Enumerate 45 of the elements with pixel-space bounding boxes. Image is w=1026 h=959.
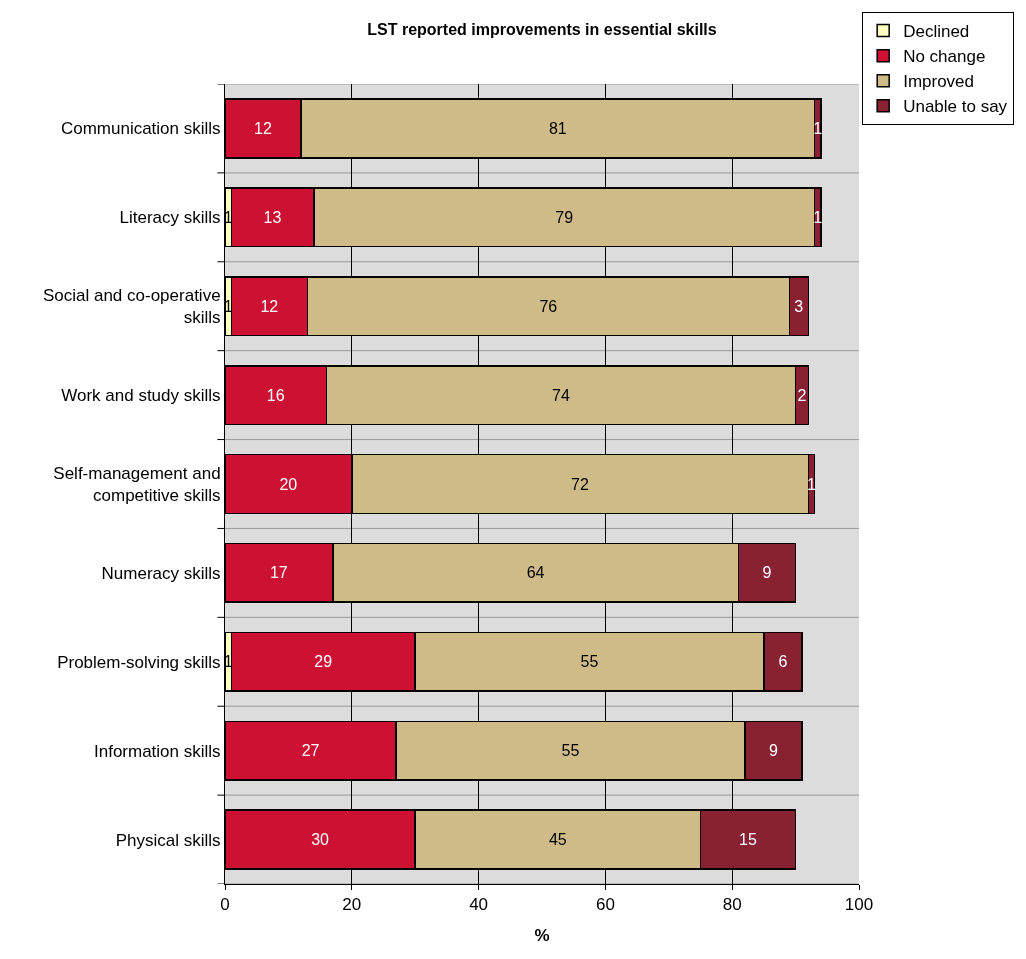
x-tick-label: 80: [722, 895, 742, 915]
data-label: 81: [548, 119, 567, 137]
x-tick-label: 100: [844, 895, 874, 915]
x-tick-label: 0: [220, 895, 230, 915]
data-label: 74: [552, 386, 570, 404]
data-label: 3: [794, 297, 804, 315]
y-tick-label: Work and study skills: [61, 386, 221, 406]
data-label: 16: [266, 386, 285, 404]
data-label: 72: [571, 475, 589, 493]
y-tick-label: Self-management and competitive skills: [53, 463, 221, 505]
y-tick-label: Physical skills: [115, 830, 221, 850]
data-label: 15: [739, 831, 757, 849]
data-label: 9: [768, 742, 778, 760]
data-label: 9: [762, 564, 772, 582]
x-tick-label: 40: [469, 895, 489, 915]
y-tick-label: Information skills: [93, 741, 221, 761]
y-tick-label: Social and co-operative skills: [42, 286, 221, 328]
data-label: 29: [314, 653, 333, 671]
chart-title: LST reported improvements in essential skills: [367, 21, 717, 39]
legend-label: Unable to say: [903, 97, 1008, 117]
data-label: 20: [279, 475, 298, 493]
legend-label: Declined: [903, 22, 970, 42]
x-tick-label: 20: [342, 895, 362, 915]
data-label: 55: [580, 653, 599, 671]
y-tick-label: Numeracy skills: [101, 563, 221, 583]
legend-label: No change: [903, 47, 986, 67]
data-label: 12: [260, 297, 279, 315]
y-tick-label: Problem-solving skills: [57, 652, 221, 672]
x-axis-title: %: [534, 925, 550, 945]
data-label: 55: [561, 742, 580, 760]
data-label: 64: [526, 564, 545, 582]
data-label: 13: [263, 208, 282, 226]
legend-label: Improved: [903, 72, 975, 92]
data-label: 45: [548, 831, 567, 849]
y-tick-label: Literacy skills: [119, 208, 221, 228]
x-tick-label: 60: [595, 895, 615, 915]
data-label: 30: [311, 831, 330, 849]
y-tick-label: Communication skills: [60, 119, 221, 139]
data-label: 79: [555, 208, 574, 226]
data-label: 27: [301, 742, 320, 760]
data-label: 2: [797, 386, 807, 404]
data-label: 12: [254, 119, 272, 137]
data-label: 76: [539, 297, 558, 315]
data-label: 17: [269, 564, 288, 582]
data-label: 6: [778, 653, 788, 671]
